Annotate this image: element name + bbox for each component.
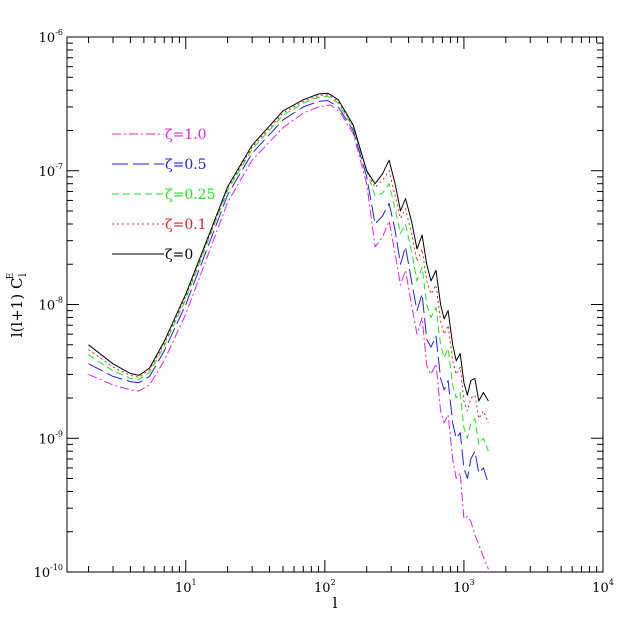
- y-axis-label-sub: l: [18, 273, 29, 276]
- x-tick-label: 104: [592, 578, 614, 596]
- x-axis-label: l: [333, 594, 338, 612]
- series-line-2: [88, 95, 489, 452]
- series-line-0: [88, 104, 489, 570]
- y-axis-label-sup: E: [6, 273, 16, 280]
- axis-ticks: [67, 36, 604, 573]
- legend: ζ=1.0 ζ=0.5 ζ=0.25 ζ=0.1 ζ=0: [112, 127, 216, 263]
- x-tick-label: 103: [453, 578, 475, 596]
- y-tick-label: 10-7: [39, 162, 63, 180]
- y-tick-label: 10-6: [39, 28, 63, 46]
- y-tick-label: 10-9: [39, 429, 63, 447]
- y-tick-label: 10-8: [39, 296, 63, 314]
- legend-label-4: ζ=0: [165, 247, 193, 263]
- series-line-4: [88, 92, 489, 402]
- series-curves: [88, 92, 489, 570]
- x-tick-label: 102: [314, 578, 336, 596]
- legend-label-2: ζ=0.25: [165, 187, 216, 203]
- axis-tick-labels: 101 102 103 104 10-10 10-9 10-8 10-7 10-6: [34, 28, 614, 596]
- y-tick-label: 10-10: [34, 563, 63, 581]
- series-line-1: [88, 100, 489, 484]
- legend-label-0: ζ=1.0: [165, 127, 207, 143]
- y-axis-label: l(l+1) C lE: [6, 273, 29, 337]
- legend-label-3: ζ=0.1: [165, 217, 207, 233]
- svg-text:l(l+1) ClE: l(l+1) C lE: [6, 273, 29, 337]
- plot-frame: [66, 36, 604, 573]
- y-axis-label-main: l(l+1) C: [8, 278, 26, 338]
- x-tick-label: 101: [175, 578, 197, 596]
- legend-label-1: ζ=0.5: [165, 157, 207, 173]
